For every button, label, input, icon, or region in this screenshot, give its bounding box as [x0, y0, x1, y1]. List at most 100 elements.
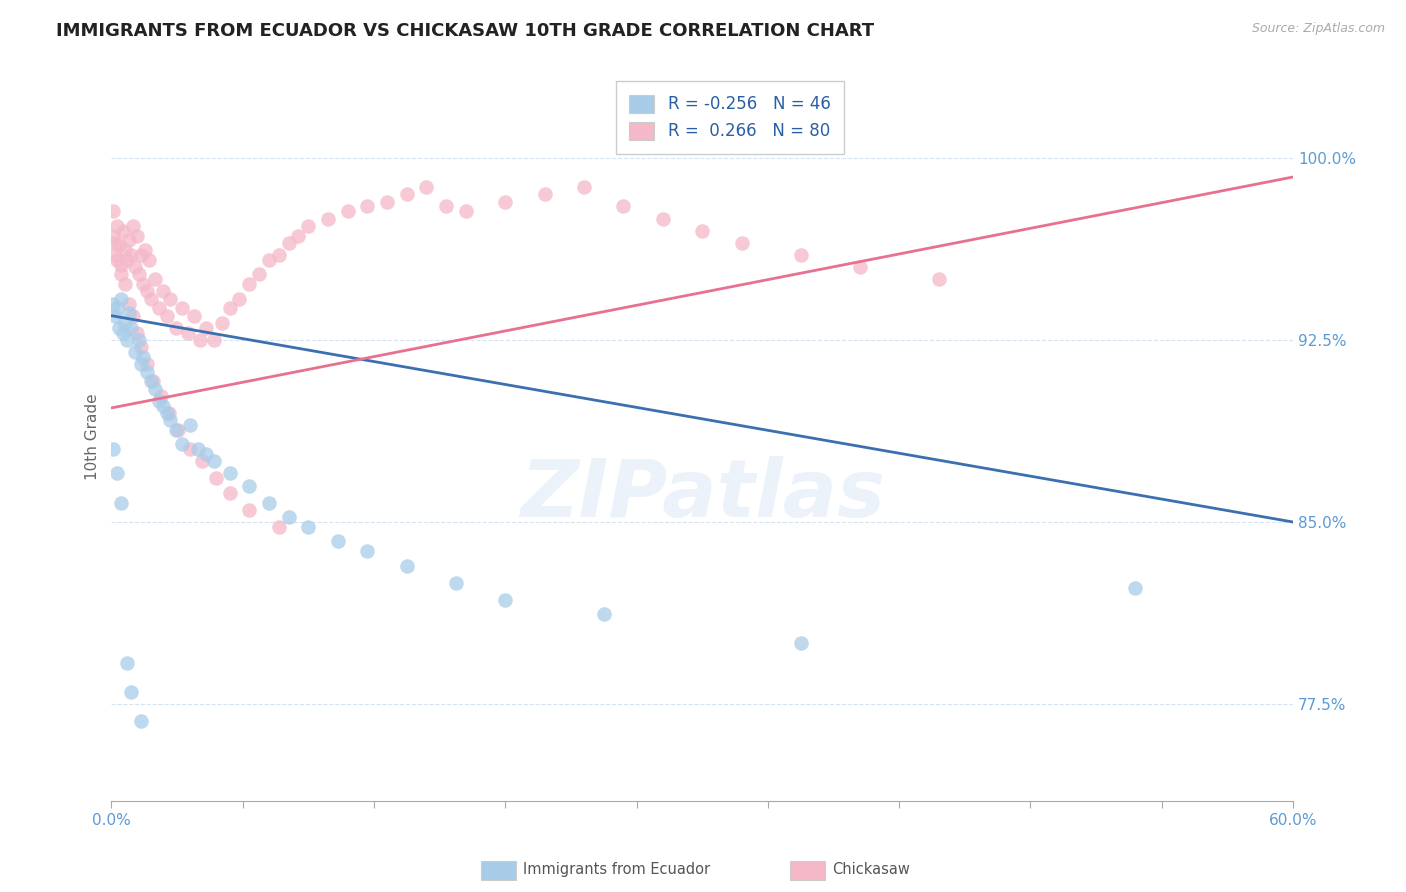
Point	[105, 467, 128, 481]
Point	[134, 243, 156, 257]
Point	[326, 534, 349, 549]
Point	[277, 510, 299, 524]
Point	[159, 292, 181, 306]
Point	[287, 228, 309, 243]
Point	[122, 219, 145, 233]
Point	[297, 219, 319, 233]
Point	[118, 234, 141, 248]
Legend: R = -0.256   N = 46, R =  0.266   N = 80: R = -0.256 N = 46, R = 0.266 N = 80	[616, 81, 844, 153]
Point	[103, 228, 125, 243]
Point	[165, 423, 187, 437]
Point	[124, 260, 146, 275]
Point	[257, 252, 280, 267]
Point	[104, 235, 127, 250]
Text: Chickasaw: Chickasaw	[832, 863, 910, 877]
Point	[277, 235, 299, 250]
Point	[612, 199, 634, 213]
Point	[128, 333, 150, 347]
Point	[194, 447, 217, 461]
Text: Source: ZipAtlas.com: Source: ZipAtlas.com	[1251, 22, 1385, 36]
Point	[120, 248, 142, 262]
Point	[316, 211, 339, 226]
Point	[139, 292, 162, 306]
Point	[135, 285, 157, 299]
Point	[129, 340, 152, 354]
Point	[152, 285, 174, 299]
Point	[177, 326, 200, 340]
Point	[125, 326, 148, 340]
Text: ZIPatlas: ZIPatlas	[520, 457, 884, 534]
Point	[124, 345, 146, 359]
Point	[128, 268, 150, 282]
Point	[375, 194, 398, 209]
Point	[143, 382, 166, 396]
Point	[114, 277, 136, 292]
Point	[228, 292, 250, 306]
Point	[155, 406, 177, 420]
Point	[267, 248, 290, 262]
Point	[120, 321, 142, 335]
Point	[132, 277, 155, 292]
Point	[191, 454, 214, 468]
Point	[218, 301, 240, 316]
Point	[114, 243, 136, 257]
Point	[155, 309, 177, 323]
Point	[108, 238, 131, 252]
Point	[238, 478, 260, 492]
Point	[395, 558, 418, 573]
Point	[928, 272, 950, 286]
Point	[172, 301, 194, 316]
Point	[172, 437, 194, 451]
Point	[202, 333, 225, 347]
Point	[257, 495, 280, 509]
Point	[730, 235, 752, 250]
Point	[187, 442, 209, 457]
Point	[110, 495, 132, 509]
Point	[247, 268, 270, 282]
Point	[297, 520, 319, 534]
Point	[114, 316, 136, 330]
Point	[444, 575, 467, 590]
Point	[108, 321, 131, 335]
Point	[572, 180, 595, 194]
Point	[494, 194, 516, 209]
Point	[789, 248, 811, 262]
Point	[395, 187, 418, 202]
Point	[183, 309, 205, 323]
Point	[143, 272, 166, 286]
Point	[592, 607, 614, 622]
Point	[848, 260, 870, 275]
Point	[112, 224, 135, 238]
Point	[651, 211, 673, 226]
Point	[135, 365, 157, 379]
Point	[118, 306, 141, 320]
Point	[115, 656, 138, 670]
Point	[415, 180, 437, 194]
Point	[204, 471, 226, 485]
Point	[454, 204, 477, 219]
Point	[142, 374, 165, 388]
Point	[238, 277, 260, 292]
Point	[356, 199, 378, 213]
Point	[129, 714, 152, 728]
Point	[129, 357, 152, 371]
Point	[152, 399, 174, 413]
Point	[356, 544, 378, 558]
Point	[122, 309, 145, 323]
Point	[167, 423, 190, 437]
Point	[110, 268, 132, 282]
Point	[138, 252, 160, 267]
Point	[148, 393, 170, 408]
Point	[267, 520, 290, 534]
Point	[218, 486, 240, 500]
Point	[139, 374, 162, 388]
Point	[159, 413, 181, 427]
Point	[1125, 581, 1147, 595]
Point	[179, 417, 201, 432]
Point	[115, 333, 138, 347]
Point	[103, 296, 125, 310]
Point	[148, 301, 170, 316]
Point	[120, 685, 142, 699]
Text: IMMIGRANTS FROM ECUADOR VS CHICKASAW 10TH GRADE CORRELATION CHART: IMMIGRANTS FROM ECUADOR VS CHICKASAW 10T…	[56, 22, 875, 40]
Point	[211, 316, 233, 330]
